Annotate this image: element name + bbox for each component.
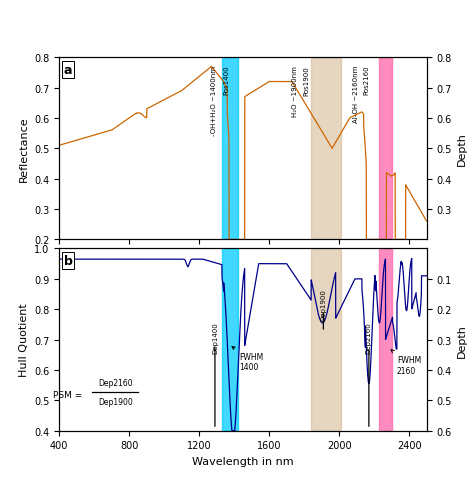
Text: -OH+H₂O ~1400nm: -OH+H₂O ~1400nm: [211, 66, 217, 136]
Text: FWHM
1400: FWHM 1400: [232, 347, 264, 371]
X-axis label: Wavelength in nm: Wavelength in nm: [192, 456, 294, 466]
Bar: [379, 249, 392, 431]
Y-axis label: Depth: Depth: [457, 132, 467, 166]
Text: b: b: [64, 255, 73, 267]
Text: a: a: [64, 63, 72, 76]
Text: Dep2160: Dep2160: [366, 322, 372, 353]
Text: FWHM
2160: FWHM 2160: [391, 350, 421, 375]
Y-axis label: Hull Quotient: Hull Quotient: [18, 303, 28, 377]
Text: Dep1900: Dep1900: [320, 288, 327, 320]
Text: H₂O ~1900nm: H₂O ~1900nm: [292, 66, 299, 117]
Bar: [311, 58, 341, 240]
Y-axis label: Reflectance: Reflectance: [18, 116, 28, 182]
Text: Pos1900: Pos1900: [303, 66, 309, 95]
Bar: [379, 58, 392, 240]
Text: Dep1400: Dep1400: [212, 322, 218, 353]
Bar: [311, 249, 341, 431]
Bar: [222, 249, 237, 431]
Y-axis label: Depth: Depth: [457, 323, 467, 357]
Text: Pos1400: Pos1400: [223, 66, 229, 95]
Text: PSM =: PSM =: [53, 390, 82, 399]
Text: Pos2160: Pos2160: [363, 66, 369, 95]
Text: Dep2160: Dep2160: [98, 378, 133, 387]
Text: Dep1900: Dep1900: [98, 397, 133, 407]
Text: Al-OH ~2160nm: Al-OH ~2160nm: [353, 66, 359, 123]
Bar: [222, 58, 237, 240]
